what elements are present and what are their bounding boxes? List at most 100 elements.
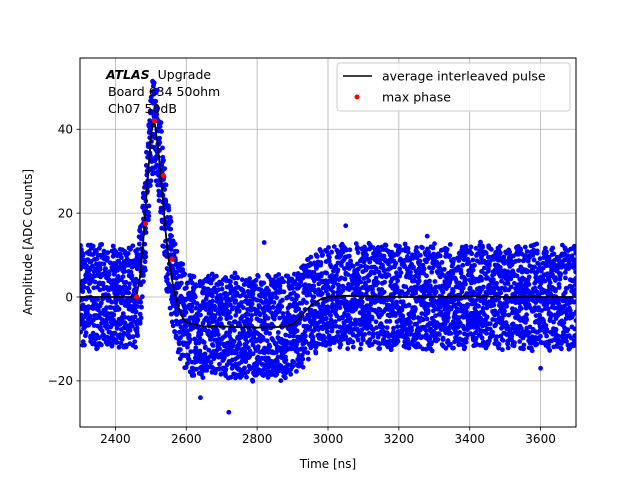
sample-point [143,254,149,260]
sample-point [161,158,166,163]
sample-point [86,289,92,294]
sample-point [228,315,233,320]
sample-point [524,249,530,254]
sample-point [90,243,96,249]
board-label: Board 634 50ohm [108,84,220,99]
sample-point [462,344,468,350]
sample-point [160,145,165,151]
sample-point [234,290,240,296]
sample-point [113,300,119,305]
sample-point [359,299,365,305]
sample-point [331,290,336,295]
sample-point [427,278,432,284]
sample-point [308,254,314,260]
sample-point [529,348,535,354]
sample-point [526,274,532,280]
y-axis-label: Amplitude [ADC Counts] [21,169,35,315]
sample-point [241,290,247,296]
sample-point [138,299,144,305]
sample-point [193,345,199,351]
sample-point [281,289,287,295]
sample-point [202,344,208,350]
sample-point [203,307,209,312]
sample-point [212,307,218,313]
sample-point [563,275,568,281]
sample-point [208,360,214,365]
sample-point [544,249,549,255]
sample-point [103,266,108,271]
sample-point [435,337,441,342]
sample-point [239,277,245,283]
sample-point [355,337,361,343]
sample-point [189,304,194,310]
sample-point [132,314,138,320]
sample-point [130,334,136,340]
sample-point [342,276,348,282]
sample-point [236,308,242,314]
sample-point [278,363,283,369]
sample-point [358,346,363,352]
sample-point [85,310,90,315]
sample-point [250,378,256,384]
sample-point [411,315,417,321]
sample-point [236,354,242,359]
sample-point [534,241,540,247]
sample-point [264,338,270,344]
sample-point [168,247,174,252]
sample-point [451,345,456,351]
sample-point [168,215,173,220]
sample-point [303,333,308,339]
sample-point [242,348,248,354]
sample-point [494,280,499,286]
sample-point [217,361,222,367]
max-phase-point [142,221,149,227]
sample-point [518,247,523,253]
sample-point [98,300,104,306]
sample-point [210,343,216,348]
sample-point [122,284,128,290]
sample-point [219,286,225,292]
sample-point [109,299,115,305]
sample-point [544,333,549,339]
sample-point [148,178,154,184]
sample-point [126,285,132,291]
sample-point [553,275,558,281]
sample-point [91,285,97,291]
sample-point [116,306,122,312]
sample-point [487,262,492,268]
y-tick-label: −20 [48,374,73,388]
sample-point [172,241,178,247]
sample-point [141,279,146,284]
sample-point [248,317,254,323]
sample-point [384,325,390,330]
sample-point [151,80,157,86]
sample-point [537,312,542,318]
sample-point [137,241,142,247]
sample-point [214,273,219,279]
sample-point [99,242,105,247]
sample-point [146,217,151,223]
sample-point [458,270,464,276]
sample-point [483,250,489,256]
sample-point [244,339,250,345]
sample-point [162,166,168,172]
sample-point [159,129,164,134]
sample-point [328,317,334,323]
sample-point [487,321,493,327]
x-tick-label: 2400 [100,432,131,446]
sample-point [232,319,238,324]
sample-point [381,289,387,295]
sample-point [191,372,197,378]
sample-point [154,112,160,117]
sample-point [439,260,445,265]
sample-point [505,345,511,351]
sample-outlier [343,223,349,229]
sample-point [444,247,450,252]
sample-point [395,338,401,344]
max-phase-point [169,256,175,262]
sample-point [180,261,186,267]
sample-point [358,341,364,347]
sample-point [174,249,180,254]
svg-text:ATLAS Upgrade: ATLAS Upgrade [105,67,211,82]
sample-point [255,344,261,350]
